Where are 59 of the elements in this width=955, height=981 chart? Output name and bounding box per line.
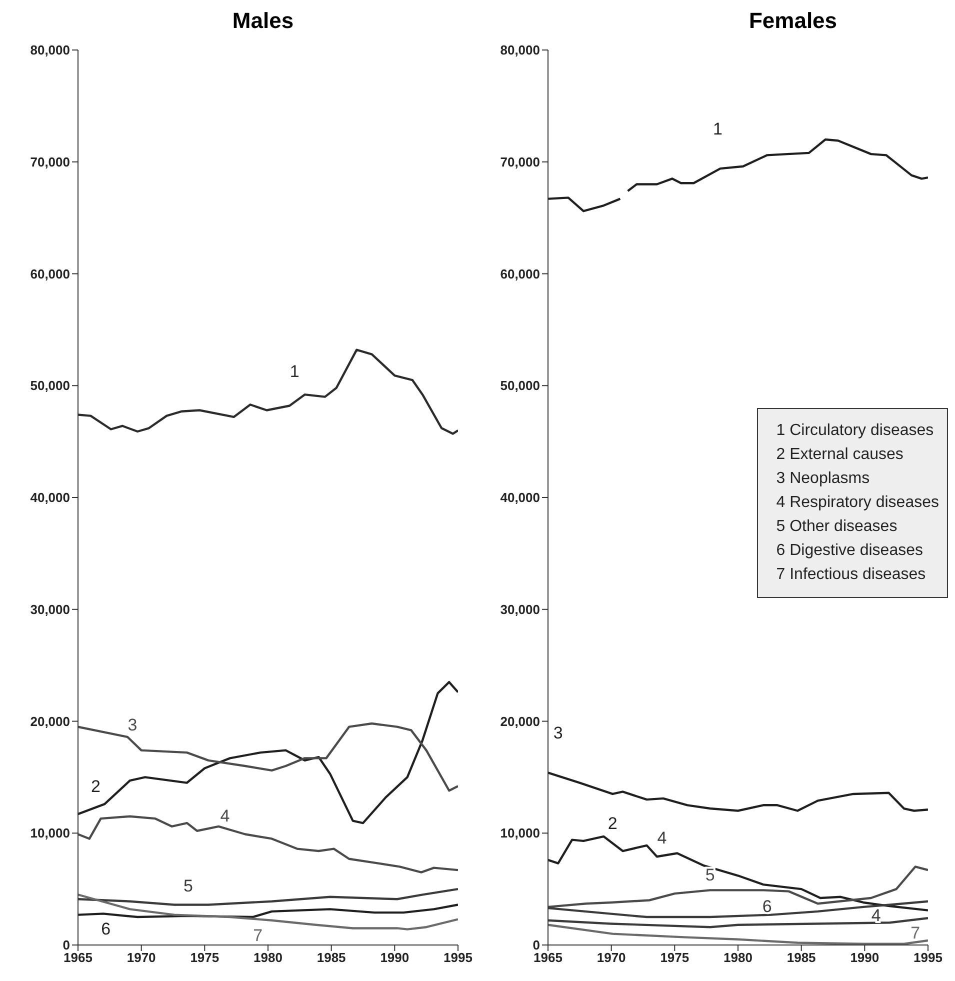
y-tick-label: 10,000 bbox=[500, 826, 540, 841]
y-tick-label: 20,000 bbox=[500, 714, 540, 729]
line-series bbox=[548, 772, 928, 812]
series-label: 2 bbox=[91, 777, 100, 796]
x-tick-label: 1985 bbox=[786, 950, 816, 966]
line-series bbox=[78, 680, 458, 824]
series-label: 3 bbox=[128, 716, 138, 735]
y-tick-label: 60,000 bbox=[30, 266, 70, 282]
x-tick-label: 1965 bbox=[64, 950, 92, 966]
x-tick-label: 1990 bbox=[850, 950, 880, 966]
line-series bbox=[78, 904, 458, 918]
y-tick-label: 20,000 bbox=[30, 714, 70, 729]
annotation: 7 Infectious diseases bbox=[776, 565, 927, 585]
x-tick-label: 1995 bbox=[914, 950, 942, 966]
series-label: 1 bbox=[713, 119, 722, 138]
annotation: 2 External causes bbox=[776, 445, 904, 465]
series-label: 7 bbox=[910, 924, 920, 943]
series-label: 2 bbox=[608, 814, 618, 834]
series-label: 3 bbox=[553, 723, 563, 742]
series-label: 5 bbox=[705, 866, 715, 885]
series-label: 5 bbox=[183, 876, 193, 896]
annotation: 6 Digestive diseases bbox=[776, 541, 924, 561]
series-label: 1 bbox=[290, 362, 300, 382]
x-tick-label: 1985 bbox=[316, 950, 346, 966]
x-tick-label: 1975 bbox=[660, 950, 690, 966]
annotation: 5 Other diseases bbox=[776, 517, 898, 537]
x-tick-label: 1970 bbox=[596, 950, 626, 966]
annotation: 1 Circulatory diseases bbox=[776, 421, 935, 441]
x-tick-label: 1970 bbox=[126, 950, 156, 966]
x-tick-label: 1995 bbox=[444, 950, 472, 966]
y-tick-label: 0 bbox=[532, 938, 540, 953]
series-label: 7 bbox=[253, 926, 263, 945]
x-tick-label: 1965 bbox=[534, 950, 562, 966]
y-tick-label: 60,000 bbox=[500, 266, 540, 282]
y-tick-label: 70,000 bbox=[30, 154, 70, 170]
y-tick-label: 30,000 bbox=[30, 602, 70, 617]
y-tick-label: 0 bbox=[62, 938, 70, 953]
y-tick-label: 50,000 bbox=[30, 378, 70, 394]
series-label: 4 bbox=[220, 806, 230, 826]
x-tick-label: 1980 bbox=[724, 950, 752, 966]
y-tick-label: 70,000 bbox=[500, 154, 540, 170]
x-tick-label: 1990 bbox=[380, 950, 410, 966]
series-label: 6 bbox=[762, 896, 772, 916]
series-label: 4 bbox=[871, 906, 881, 925]
y-tick-label: 80,000 bbox=[500, 42, 540, 58]
y-tick-label: 40,000 bbox=[500, 490, 540, 506]
x-tick-label: 1975 bbox=[190, 950, 220, 966]
chart-title: Males bbox=[231, 8, 295, 35]
y-tick-label: 50,000 bbox=[500, 378, 540, 394]
chart-title: Females bbox=[748, 8, 838, 35]
y-tick-label: 40,000 bbox=[30, 490, 70, 506]
annotation: 3 Neoplasms bbox=[776, 469, 871, 489]
x-tick-label: 1980 bbox=[254, 950, 282, 966]
series-label: 6 bbox=[101, 919, 111, 938]
annotation: 4 Respiratory diseases bbox=[776, 493, 939, 513]
y-tick-label: 30,000 bbox=[500, 602, 540, 617]
text: 4 bbox=[657, 828, 667, 848]
y-tick-label: 80,000 bbox=[30, 42, 70, 58]
y-tick-label: 10,000 bbox=[30, 826, 70, 841]
